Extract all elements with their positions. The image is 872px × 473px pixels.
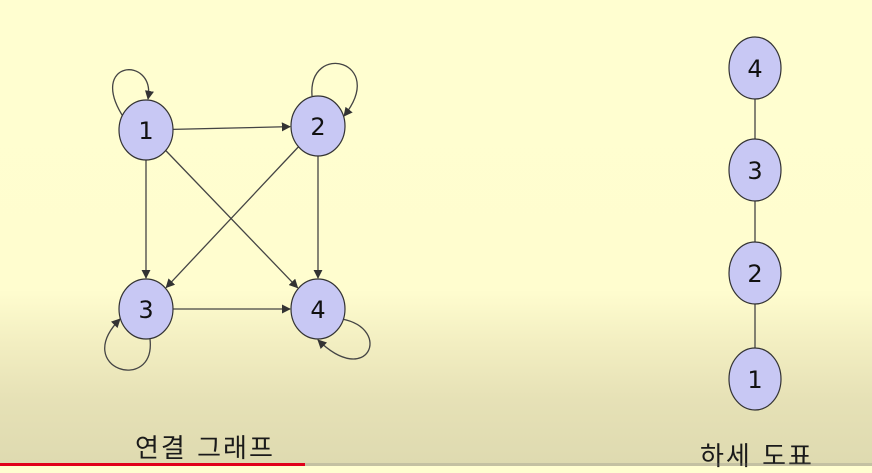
edge-2-to-3 [165,146,299,289]
hasse-node-4: 4 [728,36,782,100]
connected-graph-edges [141,122,323,314]
node-label: 2 [310,113,325,141]
node-label: 2 [747,260,762,288]
connected-graph-self-loops [104,62,371,371]
node-circle [290,95,346,157]
video-progress-bar[interactable] [0,463,872,466]
node-4: 4 [290,278,346,340]
node-circle [728,347,782,411]
node-circle [728,36,782,100]
node-circle [290,278,346,340]
node-label: 1 [747,366,762,394]
self-loop-2 [311,62,358,117]
self-loop-1 [111,69,154,119]
hasse-node-3: 3 [728,138,782,202]
hasse-node-2: 2 [728,241,782,305]
node-2: 2 [290,95,346,157]
self-loop-4 [317,318,371,360]
node-circle [118,278,174,340]
node-label: 3 [138,296,153,324]
node-label: 3 [747,157,762,185]
self-loop-3 [104,318,151,371]
connected-graph-nodes: 1 2 3 4 [118,95,346,340]
connected-graph-caption: 연결 그래프 [135,434,275,464]
node-1: 1 [118,99,174,161]
node-3: 3 [118,278,174,340]
node-label: 4 [310,296,325,324]
node-label: 1 [138,117,153,145]
hasse-diagram-nodes: 4 3 2 1 [728,36,782,411]
node-circle [118,99,174,161]
hasse-node-1: 1 [728,347,782,411]
video-progress-fill [0,463,306,466]
edge-1-to-2 [172,122,291,132]
hasse-diagram-caption: 하세 도표 [700,442,814,472]
node-circle [728,138,782,202]
node-label: 4 [747,55,762,83]
edge-1-to-4 [165,150,299,289]
node-circle [728,241,782,305]
